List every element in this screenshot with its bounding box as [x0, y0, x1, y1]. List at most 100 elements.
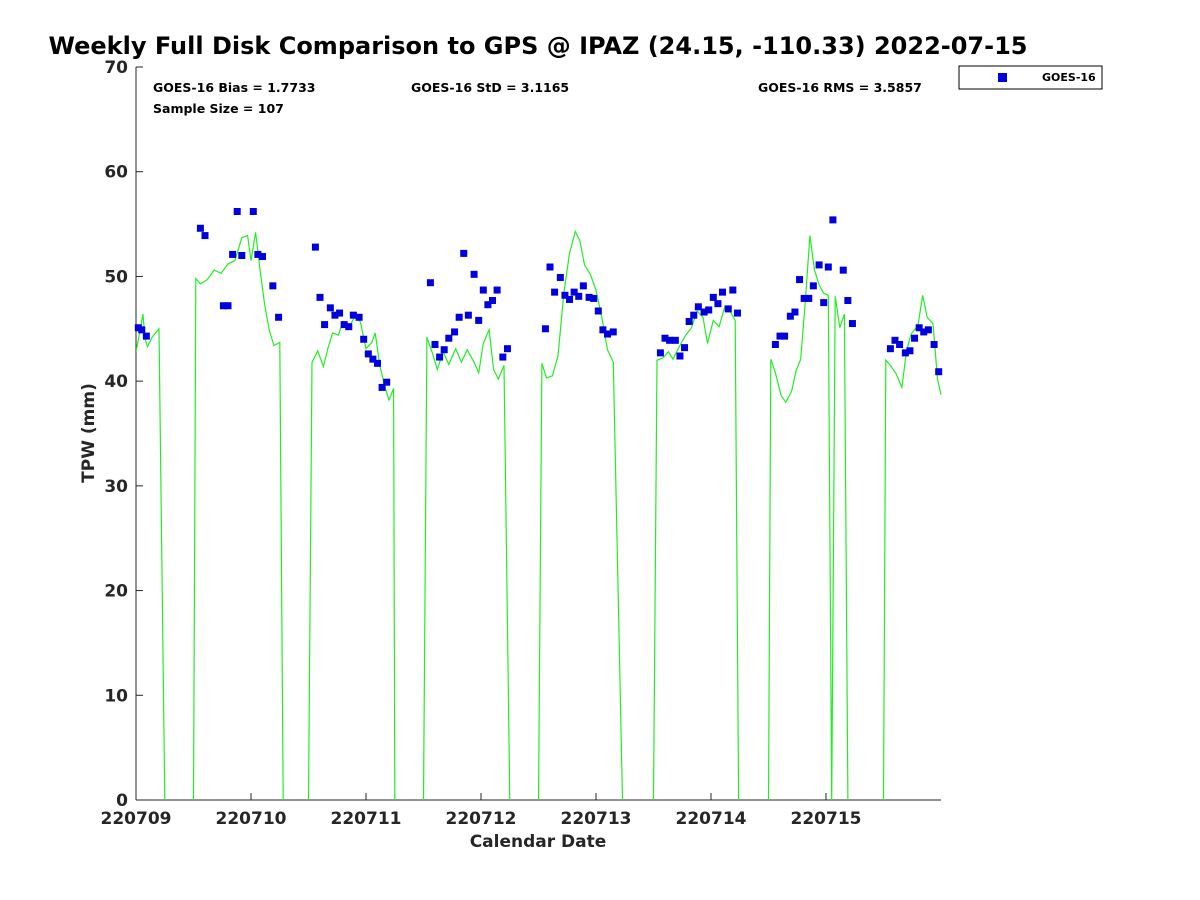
goes-16-point: [321, 321, 329, 329]
goes-16-point: [924, 326, 932, 334]
goes-16-point: [355, 313, 363, 321]
goes-16-point: [383, 378, 391, 386]
y-tick-label: 0: [116, 791, 128, 811]
goes-16-point: [666, 336, 674, 344]
goes-16-point: [142, 332, 150, 340]
goes-16-point: [681, 344, 689, 352]
y-tick-label: 40: [104, 372, 128, 392]
y-axis-label: TPW (mm): [79, 383, 99, 483]
goes-16-point: [259, 253, 266, 261]
goes-16-point: [311, 243, 319, 251]
goes-16-point: [911, 334, 919, 342]
goes-16-point: [436, 353, 444, 361]
goes-16-point: [781, 332, 789, 340]
goes-16-point: [901, 349, 909, 357]
goes-16-point: [378, 383, 386, 391]
goes-16-point: [475, 316, 483, 324]
goes-16-point: [915, 324, 923, 332]
gps-line-segment: [422, 327, 511, 801]
goes-16-point: [771, 340, 779, 348]
legend: GOES-16: [958, 65, 1103, 90]
x-tick-label: 220711: [331, 809, 402, 829]
goes-16-point: [694, 303, 702, 311]
goes-16-point: [776, 332, 784, 340]
goes-16-point: [445, 334, 453, 342]
goes-16-point: [331, 311, 339, 319]
x-tick-label: 220715: [791, 809, 862, 829]
goes-16-point: [224, 302, 232, 310]
goes-16-point: [479, 286, 487, 294]
goes-16-point: [275, 313, 283, 321]
goes-16-point: [824, 263, 832, 271]
goes-16-point: [464, 311, 472, 319]
goes-16-point: [374, 359, 381, 367]
goes-16-point: [800, 294, 808, 302]
goes-16-point: [316, 293, 324, 301]
gps-line-segment: [192, 232, 284, 801]
gps-line-segment: [882, 295, 942, 801]
goes-16-point: [364, 350, 372, 358]
goes-16-point: [254, 250, 262, 258]
goes-16-point: [886, 345, 894, 353]
goes-16-point: [714, 300, 722, 308]
goes-16-point: [546, 263, 554, 271]
goes-16-point: [609, 328, 617, 336]
goes-16-point: [345, 323, 353, 331]
goes-16-point: [570, 288, 578, 296]
x-tick-label: 220712: [446, 809, 517, 829]
goes-16-point: [238, 251, 246, 259]
goes-16-point: [820, 299, 828, 307]
goes-16-point: [249, 208, 257, 216]
goes-16-point: [138, 326, 146, 334]
goes-16-point: [336, 309, 344, 317]
goes-16-point: [349, 311, 357, 319]
x-axis-label: Calendar Date: [470, 832, 607, 852]
goes-16-point: [671, 336, 679, 344]
y-tick-label: 70: [104, 58, 128, 78]
chart-title: Weekly Full Disk Comparison to GPS @ IPA…: [49, 32, 1028, 60]
goes-16-point: [930, 340, 938, 348]
goes-16-point: [541, 325, 549, 333]
goes-16-series: [134, 208, 943, 391]
goes-16-point: [709, 293, 717, 301]
goes-16-point: [935, 368, 943, 376]
goes-16-point: [920, 328, 928, 336]
goes-16-point: [729, 286, 737, 294]
y-tick-label: 50: [104, 267, 128, 287]
y-tick-label: 60: [104, 163, 128, 183]
goes-16-point: [590, 294, 598, 302]
goes-16-point: [676, 352, 684, 360]
goes-16-point: [906, 347, 914, 355]
sample-size-stat: Sample Size = 107: [153, 101, 284, 116]
goes-16-point: [685, 317, 693, 325]
goes-16-point: [848, 320, 856, 328]
goes-16-point: [705, 306, 713, 314]
goes-16-point: [700, 308, 708, 316]
goes-16-point: [470, 270, 478, 278]
goes-16-point: [733, 309, 741, 317]
goes-16-point: [805, 294, 813, 302]
goes-16-point: [891, 336, 899, 344]
goes-16-point: [269, 282, 277, 290]
y-tick-label: 30: [104, 477, 128, 497]
goes-16-point: [360, 335, 368, 343]
goes-16-point: [690, 311, 698, 319]
goes-16-point: [796, 276, 804, 284]
goes-16-point: [451, 328, 459, 336]
goes-16-point: [489, 297, 496, 305]
goes-16-point: [809, 282, 817, 290]
gps-line-segment: [767, 235, 849, 801]
goes-16-point: [369, 355, 377, 363]
goes-16-point: [815, 261, 823, 269]
goes-16-point: [599, 326, 607, 334]
goes-16-point: [575, 292, 583, 300]
goes-16-point: [431, 340, 439, 348]
goes-16-point: [556, 273, 564, 281]
goes-16-point: [566, 295, 574, 303]
rms-stat: GOES-16 RMS = 3.5857: [758, 80, 922, 95]
y-tick-label: 20: [104, 582, 128, 602]
goes-16-point: [579, 282, 587, 290]
goes-16-point: [561, 291, 569, 299]
